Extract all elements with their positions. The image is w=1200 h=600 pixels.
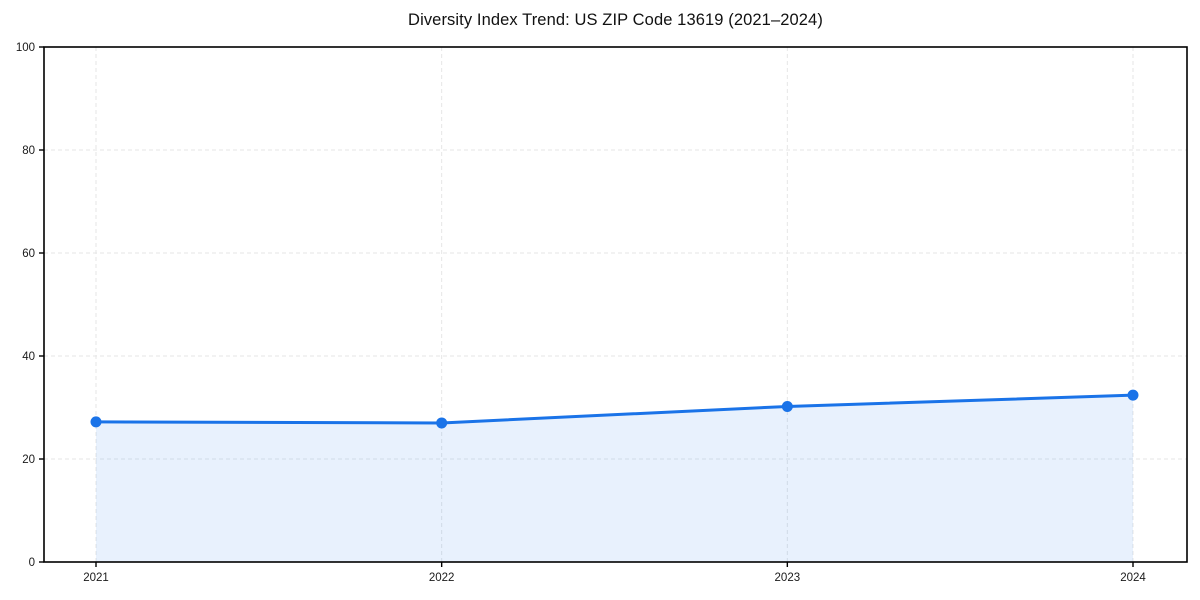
trend-line-path <box>94 393 1135 425</box>
data-point <box>781 400 793 412</box>
axes-frame <box>43 46 1188 563</box>
x-tick-label: 2021 <box>83 572 109 584</box>
y-axis-tick-labels: 0 20 40 60 80 100 <box>16 42 35 569</box>
trend-line <box>94 393 1135 425</box>
y-tick-label: 0 <box>29 557 35 569</box>
x-tick-label: 2022 <box>429 572 455 584</box>
y-tick-label: 100 <box>16 42 35 54</box>
x-tick-label: 2023 <box>775 572 801 584</box>
data-point <box>1127 389 1139 401</box>
x-tick-label: 2024 <box>1120 572 1146 584</box>
x-axis-tick-labels: 2021 2022 2023 2024 <box>83 572 1146 584</box>
data-point <box>90 416 102 428</box>
data-point-markers <box>90 389 1139 429</box>
y-tick-label: 40 <box>22 351 35 363</box>
axes-box <box>43 46 1188 563</box>
area-fill <box>96 395 1133 562</box>
axis-tick-marks <box>39 46 1134 567</box>
y-tick-label: 60 <box>22 248 35 260</box>
data-point <box>436 417 448 429</box>
area-fill-shape <box>96 395 1133 562</box>
chart-title: Diversity Index Trend: US ZIP Code 13619… <box>408 11 823 29</box>
y-tick-label: 20 <box>22 454 35 466</box>
y-tick-label: 80 <box>22 145 35 157</box>
